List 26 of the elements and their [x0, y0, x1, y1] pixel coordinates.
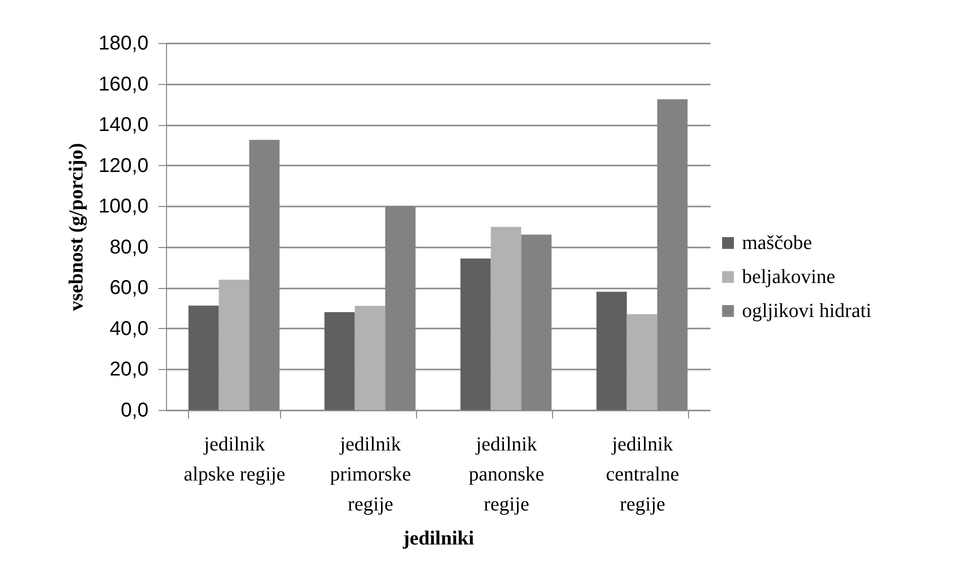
x-tick-label: jedilnik panonske regije — [468, 434, 544, 516]
y-tick-label: 40,0 — [110, 318, 148, 340]
y-tick-label: 60,0 — [110, 277, 148, 300]
y-tick-label: 0,0 — [120, 400, 148, 422]
y-tick-label: 160,0 — [98, 73, 148, 96]
legend-label: beljakovine — [742, 266, 836, 288]
x-tick-label: jedilnik centralne regije — [606, 434, 680, 516]
bar — [354, 306, 386, 410]
y-tick-label: 180,0 — [98, 32, 148, 54]
legend-label: maščobe — [742, 232, 812, 254]
y-axis-title: vsebnost (g/porcijo) — [65, 143, 88, 311]
bar — [460, 258, 491, 410]
y-tick-label: 80,0 — [110, 236, 148, 258]
bar — [490, 226, 522, 410]
bar — [218, 280, 250, 410]
y-tick-label: 140,0 — [98, 114, 148, 136]
bar — [626, 314, 658, 410]
bar — [188, 306, 219, 410]
y-tick-label: 20,0 — [110, 358, 148, 381]
bar — [596, 292, 627, 410]
y-tick-label: 120,0 — [98, 154, 148, 177]
bar — [324, 312, 355, 410]
x-tick-label: jedilnik alpske regije — [184, 434, 286, 486]
x-axis-title: jedilniki — [402, 528, 475, 550]
y-tick-label: 100,0 — [98, 196, 148, 218]
legend-label: ogljikovi hidrati — [742, 300, 872, 322]
